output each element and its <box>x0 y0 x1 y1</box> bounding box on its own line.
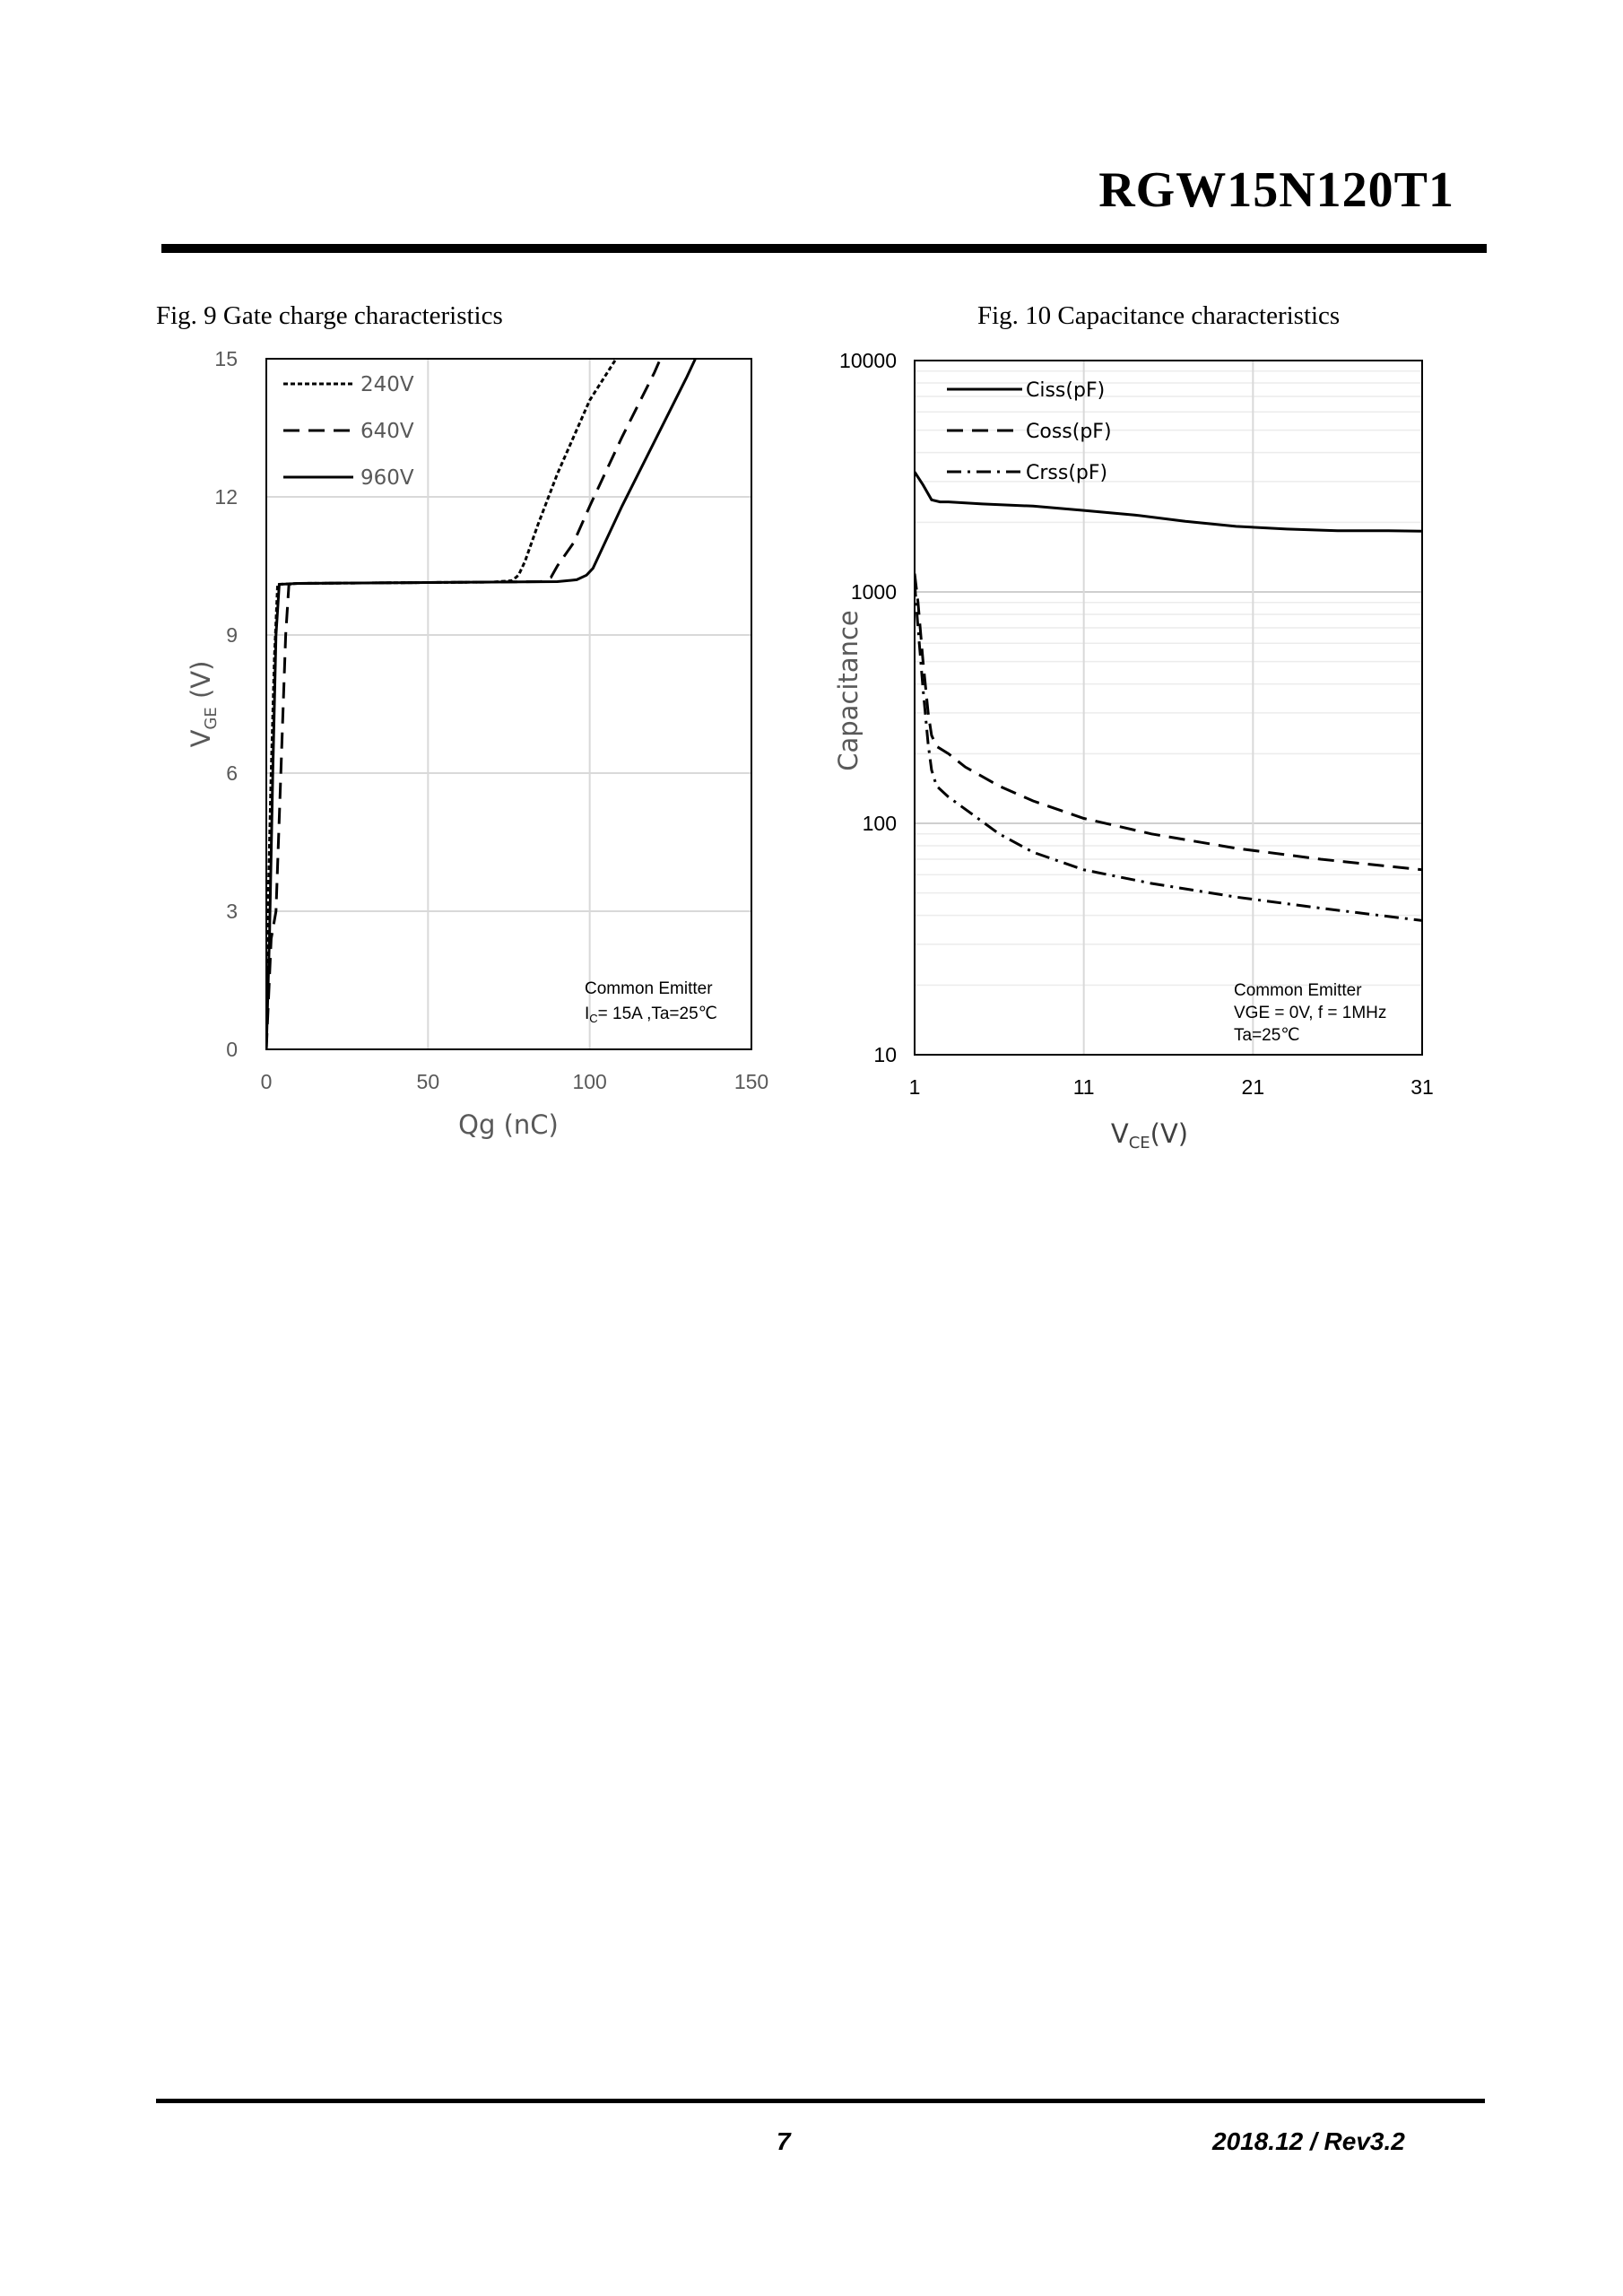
revision-label: 2018.12 / Rev3.2 <box>1212 2127 1405 2155</box>
fig10-series-line <box>915 471 1422 533</box>
fig9-x-tick-label: 0 <box>261 1070 273 1093</box>
fig10-x-tick-label: 1 <box>909 1075 921 1099</box>
fig9-y-tick-label: 9 <box>226 623 238 647</box>
part-number: RGW15N120T1 <box>1098 162 1454 218</box>
fig10-legend-label: Coss(pF) <box>1026 421 1112 443</box>
footer-rule <box>156 2099 1485 2103</box>
fig10-y-tick-label: 10 <box>873 1043 897 1066</box>
fig9-plot-frame <box>265 358 752 1050</box>
fig9-legend-label: 640V <box>360 420 414 443</box>
header-rule <box>161 244 1487 253</box>
fig9-y-tick-label: 12 <box>214 485 238 509</box>
fig10-annotation-line: Ta=25℃ <box>1234 1026 1300 1045</box>
fig10-annotation-line: VGE = 0V, f = 1MHz <box>1234 1004 1386 1022</box>
fig10-x-tick-label: 21 <box>1242 1075 1265 1099</box>
fig9-x-tick-label: 100 <box>572 1070 606 1093</box>
fig10-y-axis-title: Capacitance <box>833 610 864 771</box>
fig9-series-line <box>266 359 618 1049</box>
fig9-series-line <box>266 359 663 1049</box>
fig9-x-tick-label: 50 <box>417 1070 440 1093</box>
fig10-caption: Fig. 10 Capacitance characteristics <box>977 301 1341 330</box>
fig9-caption: Fig. 9 Gate charge characteristics <box>156 301 503 330</box>
fig10-series-line <box>915 573 1422 872</box>
fig9-chart: 0 50 100 150 0 3 6 9 12 15 240V 640V 960V Common Emit… <box>186 347 768 1140</box>
fig9-legend-label: 240V <box>360 373 414 396</box>
fig9-y-tick-label: 15 <box>214 347 238 370</box>
fig10-x-axis-title: VCE(V) <box>1111 1118 1188 1152</box>
charts-canvas: 0 50 100 150 0 3 6 9 12 15 240V 640V 960V Common Emit… <box>186 347 1434 1152</box>
fig9-y-tick-label: 3 <box>226 900 238 923</box>
fig10-plot-frame <box>914 360 1423 1056</box>
fig9-legend-label: 960V <box>360 466 414 490</box>
fig10-y-tick-label: 100 <box>863 812 897 835</box>
fig9-x-tick-label: 150 <box>734 1070 768 1093</box>
fig9-y-axis-title: VGE (V) <box>186 661 221 748</box>
fig9-series-line <box>266 359 698 1049</box>
fig10-legend-label: Ciss(pF) <box>1026 379 1105 402</box>
fig10-x-tick-label: 11 <box>1073 1075 1095 1099</box>
fig9-annotation-line2: IC= 15A ,Ta=25℃ <box>585 1004 717 1025</box>
fig10-annotation-line: Common Emitter <box>1234 981 1362 1000</box>
fig10-y-tick-label: 1000 <box>851 580 897 604</box>
fig9-y-tick-label: 0 <box>226 1038 238 1061</box>
page-number: 7 <box>777 2127 791 2155</box>
fig10-x-tick-label: 31 <box>1410 1075 1434 1099</box>
fig9-y-tick-label: 6 <box>226 761 238 785</box>
fig9-x-axis-title: Qg (nC) <box>458 1109 559 1140</box>
fig10-y-tick-label: 10000 <box>839 349 897 372</box>
fig10-series-line <box>915 582 1422 922</box>
fig9-annotation-line1: Common Emitter <box>585 979 713 998</box>
fig10-legend-label: Crss(pF) <box>1026 462 1107 484</box>
